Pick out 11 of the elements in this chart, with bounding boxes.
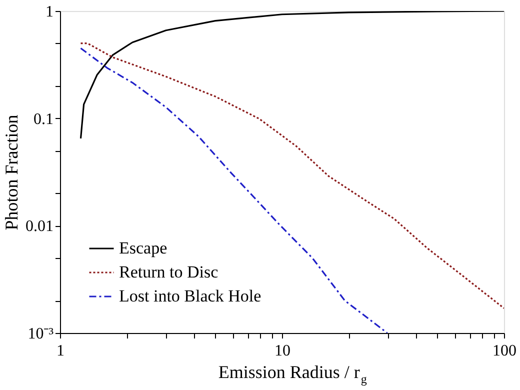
y-tick-label: 10⁻³ — [28, 326, 54, 342]
legend-label: Lost into Black Hole — [119, 286, 262, 306]
x-tick-label: 10 — [274, 342, 290, 360]
y-tick-label: 1 — [46, 4, 54, 20]
x-tick-label: 1 — [56, 342, 64, 360]
y-tick-label: 0.01 — [26, 218, 54, 236]
legend-label: Return to Disc — [119, 262, 219, 282]
x-tick-label: 100 — [492, 342, 516, 360]
legend-label: Escape — [119, 238, 168, 258]
y-axis-title: Photon Fraction — [2, 114, 22, 230]
y-tick-label: 0.1 — [34, 110, 54, 128]
